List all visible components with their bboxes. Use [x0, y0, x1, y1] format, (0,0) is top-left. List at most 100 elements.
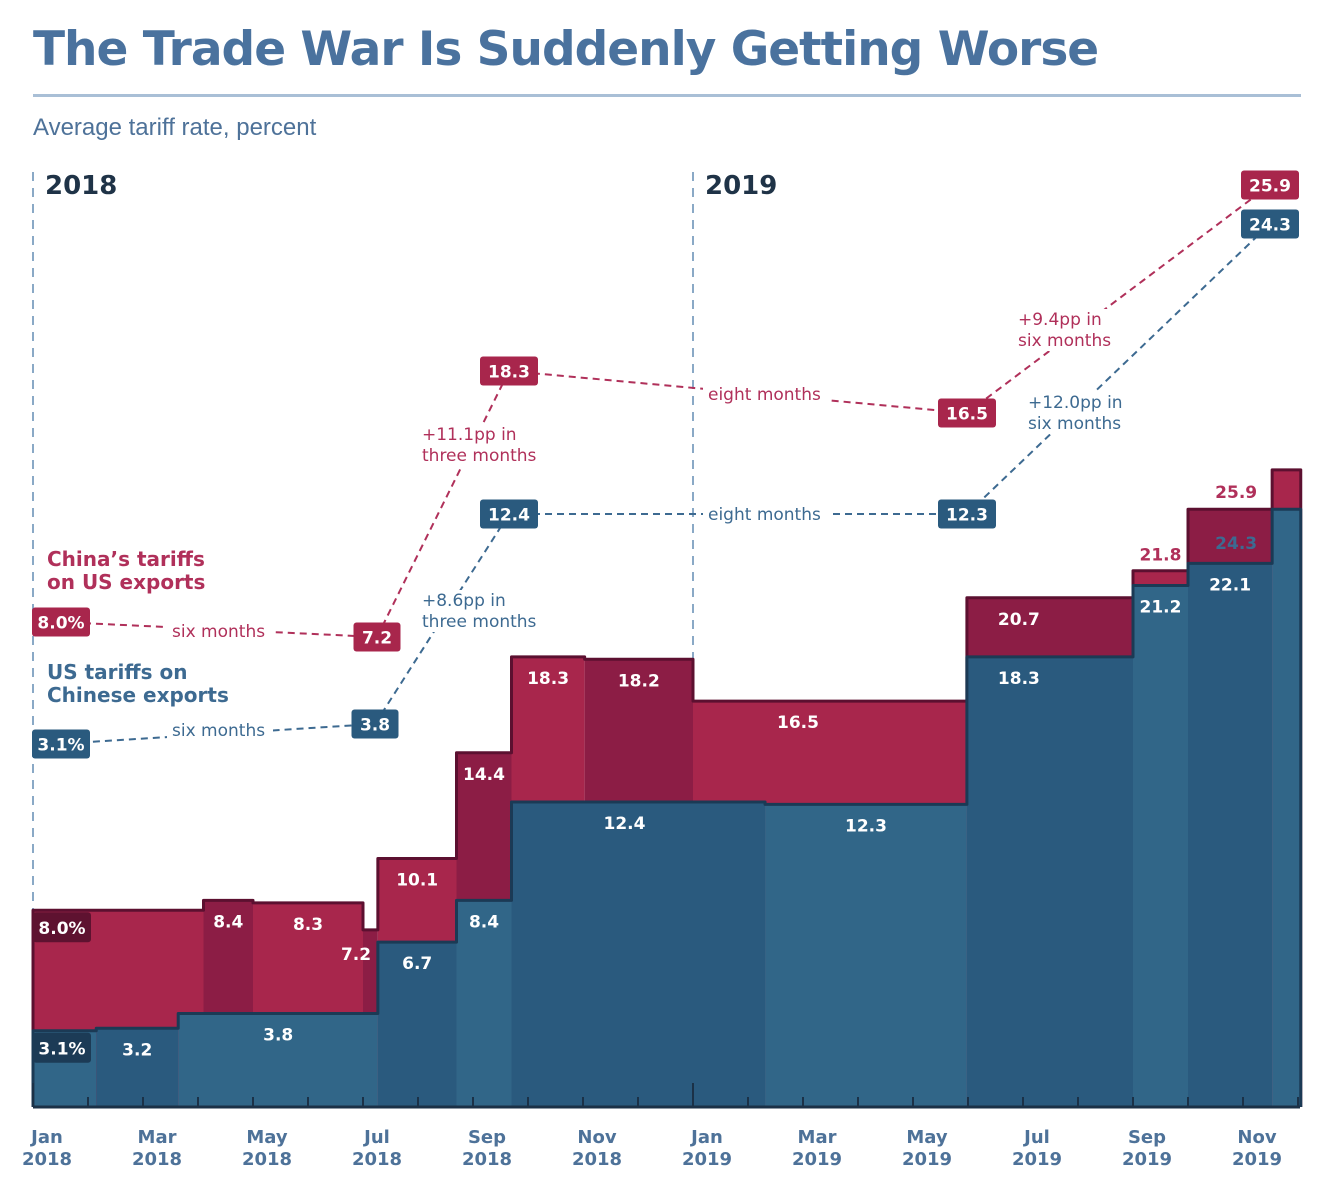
us-step-bar: [1272, 509, 1301, 1108]
x-tick-label-year: 2019: [792, 1149, 842, 1170]
china-bar-value-label: 8.0%: [38, 919, 85, 939]
china-change-note: +9.4pp in: [1018, 310, 1102, 330]
china-bar-value-label: 20.7: [998, 610, 1040, 630]
us-value-box: [32, 729, 90, 759]
us-change-note: +8.6pp in: [422, 591, 506, 611]
china-bar-value-label: 8.3: [293, 915, 323, 935]
us-step-bar: [1188, 563, 1273, 1107]
us-value-box: [480, 499, 538, 529]
x-tick-label-year: 2018: [352, 1149, 402, 1170]
us-step-bar: [1133, 585, 1188, 1107]
china-note-bg: [417, 445, 543, 466]
x-tick-label-year: 2019: [1012, 1149, 1062, 1170]
china-connector-line: [966, 184, 1271, 414]
x-tick-label-month: May: [906, 1127, 948, 1148]
us-bar-value-label: 6.7: [402, 954, 432, 974]
us-bar-value-label: 3.8: [263, 1026, 293, 1046]
china-value-box: [353, 622, 401, 652]
us-step-bar: [456, 900, 512, 1107]
x-tick-label-month: Mar: [138, 1127, 177, 1148]
china-bar-value-label: 10.1: [396, 871, 438, 891]
us-note-bg: [1023, 413, 1129, 434]
china-connector-line: [376, 370, 510, 638]
x-tick-label-month: Sep: [468, 1127, 506, 1148]
us-bar-value-label: 24.3: [1215, 534, 1257, 554]
x-tick-label-year: 2019: [1232, 1149, 1282, 1170]
china-change-note: +11.1pp in: [422, 425, 517, 445]
us-legend-label: US tariffs on: [47, 660, 187, 684]
year-label-2019: 2019: [705, 171, 777, 201]
china-bar-value-label: 18.2: [618, 671, 660, 691]
us-change-note: +12.0pp in: [1028, 393, 1123, 413]
us-step-bar: [511, 801, 766, 1107]
x-tick-label-month: May: [246, 1127, 288, 1148]
us-bar-value-label: 8.4: [469, 912, 499, 932]
us-note-bg: [417, 590, 514, 611]
china-note-bg: [1013, 330, 1119, 351]
us-change-note: six months: [1028, 414, 1121, 434]
bar-value-labels: 8.0% 8.4 8.3 7.2 10.1 14.4 18.3 18.2 16.5 20.7 21.…: [33, 483, 1257, 1063]
us-bar-value-label: 12.4: [604, 814, 646, 834]
china-value-box-label: 16.5: [946, 405, 988, 425]
us-legend-label: Chinese exports: [47, 683, 229, 707]
china-note-bg: [167, 621, 273, 642]
x-tick-label-year: 2018: [242, 1149, 292, 1170]
us-bar-value-label: 21.2: [1140, 597, 1182, 617]
chart-title: The Trade War Is Suddenly Getting Worse: [33, 22, 1099, 77]
x-tick-label-month: Jan: [29, 1127, 63, 1148]
china-change-note: six months: [172, 622, 265, 642]
china-value-box: [32, 607, 90, 637]
china-outline: [31, 468, 1303, 1107]
x-tick-label-year: 2018: [572, 1149, 622, 1170]
x-tick-label-year: 2018: [462, 1149, 512, 1170]
china-value-box-label: 25.9: [1249, 177, 1291, 197]
x-tick-label-month: Jul: [362, 1127, 390, 1148]
us-connector-line: [966, 223, 1271, 515]
china-legend-label: on US exports: [47, 570, 205, 594]
us-outline: [31, 507, 1303, 1107]
us-bar-value-label: 12.3: [845, 816, 887, 836]
china-bar-value-label: 25.9: [1215, 483, 1257, 503]
china-change-note: three months: [422, 446, 537, 466]
china-value-box-label: 8.0%: [37, 614, 84, 634]
china-note-bg: [703, 384, 829, 405]
x-tick-label-month: Jul: [1022, 1127, 1050, 1148]
x-tick-label-month: Jan: [689, 1127, 723, 1148]
china-bar-value-label: 7.2: [341, 945, 371, 965]
us-value-box: [1241, 209, 1299, 239]
china-legend-label: China’s tariffs: [47, 547, 205, 571]
china-bar-value-label: 14.4: [463, 765, 505, 785]
us-step-bar: [377, 942, 457, 1107]
us-value-box: [351, 709, 399, 739]
us-value-box-label: 3.8: [360, 716, 390, 736]
chart-subtitle: Average tariff rate, percent: [33, 114, 317, 141]
us-change-note: eight months: [708, 505, 821, 525]
china-note-bg: [1013, 309, 1110, 330]
china-change-note: eight months: [708, 385, 821, 405]
x-tick-label-year: 2018: [132, 1149, 182, 1170]
us-value-box-label: 12.4: [488, 506, 530, 526]
title-divider: [33, 94, 1301, 97]
x-tick-label-month: Nov: [1237, 1127, 1276, 1148]
us-bar-value-label: 22.1: [1209, 575, 1251, 595]
us-note-bg: [167, 720, 273, 741]
x-tick-label-year: 2019: [682, 1149, 732, 1170]
x-tick-label-year: 2019: [902, 1149, 952, 1170]
china-value-box: [1241, 170, 1299, 200]
year-label-2018: 2018: [45, 171, 117, 201]
china-value-box: [480, 356, 538, 386]
us-step-bar: [178, 1013, 378, 1107]
us-note-bg: [1023, 392, 1129, 413]
us-note-bg: [703, 504, 829, 525]
china-bar-value-label: 8.4: [213, 912, 243, 932]
china-value-box: [938, 398, 996, 428]
china-start-badge: [33, 912, 91, 943]
us-value-box-label: 12.3: [946, 506, 988, 526]
us-step-bar: [765, 804, 967, 1107]
china-value-box-label: 7.2: [362, 629, 392, 649]
china-bar-value-label: 21.8: [1140, 546, 1182, 566]
us-change-note: three months: [422, 612, 537, 632]
china-bar-value-label: 18.3: [527, 669, 569, 689]
